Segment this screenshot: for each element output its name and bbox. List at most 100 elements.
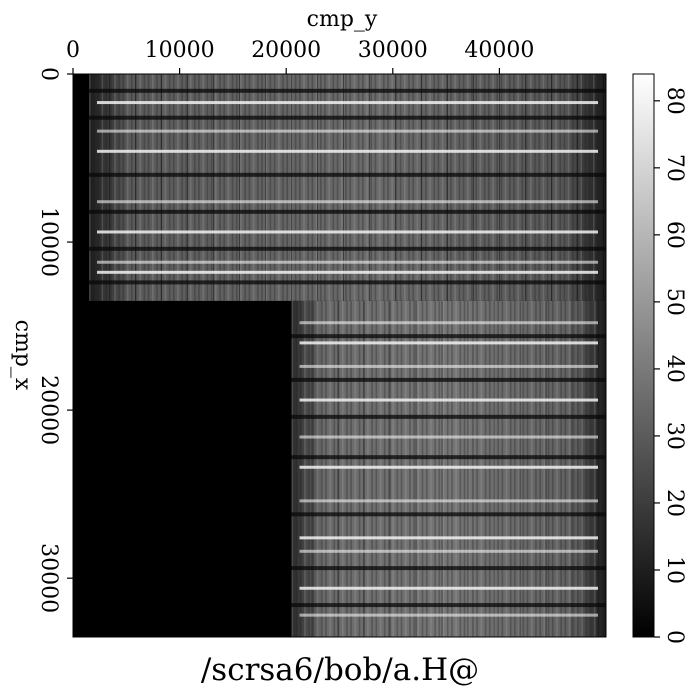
texture-stripe [525, 74, 528, 301]
texture-stripe [433, 74, 435, 301]
texture-trace [420, 74, 422, 301]
texture-trace [519, 300, 521, 637]
texture-stripe [413, 300, 415, 637]
texture-stripe [312, 300, 315, 637]
colorbar-tick-label: 50 [662, 288, 687, 316]
dark-band [291, 512, 606, 517]
texture-stripe [329, 300, 331, 637]
dark-band [291, 566, 606, 571]
texture-stripe [559, 74, 561, 301]
bright-band [299, 398, 598, 402]
texture-stripe [168, 74, 171, 301]
texture-stripe [118, 74, 120, 301]
texture-stripe [417, 300, 420, 637]
texture-stripe [350, 300, 352, 637]
texture-stripe [382, 74, 385, 301]
dark-band [291, 334, 606, 339]
texture-stripe [399, 74, 402, 301]
texture-stripe [409, 300, 411, 637]
texture-stripe [282, 74, 284, 301]
texture-stripe [319, 74, 322, 301]
colorbar-tick-label: 20 [662, 489, 687, 517]
texture-stripe [403, 74, 406, 301]
texture-stripe [143, 74, 146, 301]
dark-band [291, 414, 606, 419]
dark-band [88, 246, 606, 251]
texture-stripe [475, 74, 477, 301]
texture-stripe [450, 74, 452, 301]
texture-trace [524, 74, 526, 301]
texture-stripe [493, 300, 495, 637]
bright-band [96, 101, 599, 105]
texture-stripe [542, 74, 545, 301]
texture-stripe [535, 300, 537, 637]
texture-stripe [514, 300, 516, 637]
texture-stripe [286, 74, 288, 301]
texture-stripe [315, 74, 318, 301]
texture-stripe [560, 300, 562, 637]
texture-stripe [496, 74, 498, 301]
texture-stripe [325, 300, 327, 637]
texture-stripe [308, 300, 310, 637]
texture-trace [602, 74, 604, 301]
texture-stripe [522, 300, 525, 637]
texture-stripe [316, 300, 319, 637]
texture-stripe [546, 74, 549, 301]
texture-stripe [458, 74, 461, 301]
texture-stripe [529, 74, 532, 301]
texture-stripe [459, 300, 462, 637]
texture-stripe [476, 300, 478, 637]
texture-trace [597, 300, 599, 637]
texture-stripe [400, 300, 403, 637]
y-axis: 0 10000 20000 30000 [36, 67, 73, 613]
texture-stripe [346, 300, 348, 637]
texture-stripe [396, 300, 399, 637]
x-tick-label: 20000 [251, 38, 321, 63]
texture-trace [363, 300, 365, 637]
bright-band [96, 230, 599, 234]
texture-stripe [568, 300, 571, 637]
texture-stripe [227, 74, 230, 301]
texture-stripe [580, 74, 582, 301]
texture-stripe [370, 74, 372, 301]
texture-stripe [248, 74, 251, 301]
texture-trace [108, 74, 110, 301]
x-tick-label: 10000 [145, 38, 215, 63]
texture-trace [342, 74, 344, 301]
dark-band [88, 280, 606, 285]
texture-stripe [160, 74, 162, 301]
texture-stripe [333, 300, 336, 637]
colorbar-tick-label: 60 [662, 221, 687, 249]
texture-trace [160, 74, 162, 301]
texture-stripe [412, 74, 414, 301]
texture-stripe [320, 300, 323, 637]
texture-stripe [539, 300, 541, 637]
texture-trace [498, 74, 500, 301]
texture-stripe [472, 300, 474, 637]
texture-stripe [126, 74, 129, 301]
dark-band [88, 88, 606, 93]
texture-stripe [88, 74, 91, 301]
texture-stripe [298, 74, 301, 301]
texture-stripe [151, 74, 154, 301]
texture-trace [472, 74, 474, 301]
texture-stripe [391, 74, 393, 301]
texture-stripe [437, 74, 440, 301]
bright-band [299, 341, 598, 345]
texture-stripe [294, 74, 297, 301]
x-axis: 0 10000 20000 30000 40000 [66, 38, 534, 74]
dark-band [88, 115, 606, 120]
texture-stripe [467, 300, 470, 637]
texture-stripe [122, 74, 125, 301]
x-tick-label: 30000 [358, 38, 428, 63]
texture-stripe [534, 74, 536, 301]
texture-stripe [349, 74, 351, 301]
colorbar-gradient [632, 73, 655, 638]
texture-stripe [497, 300, 499, 637]
texture-trace [212, 74, 214, 301]
texture-stripe [501, 300, 504, 637]
texture-stripe [577, 300, 579, 637]
texture-stripe [387, 74, 389, 301]
texture-stripe [487, 74, 490, 301]
